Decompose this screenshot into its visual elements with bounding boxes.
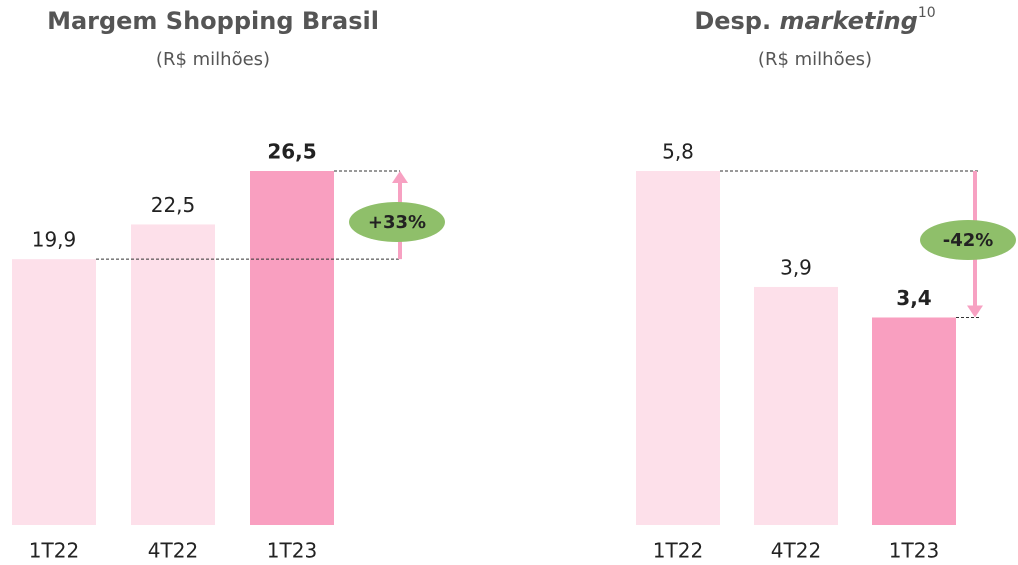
bar [636, 171, 720, 525]
annotation: -42% [943, 230, 994, 251]
value-label: 26,5 [267, 140, 316, 164]
x-tick-label: 1T23 [267, 539, 317, 563]
bar [872, 317, 956, 525]
annotation-bubble [920, 220, 1016, 260]
bar [754, 286, 838, 525]
value-label: 5,8 [662, 140, 694, 164]
x-tick-label: 1T23 [889, 539, 939, 563]
title-text: Margem Shopping Brasil [47, 7, 379, 35]
value-label: 3,9 [780, 255, 812, 279]
arrow-head [967, 305, 983, 318]
chart-title: Margem Shopping Brasil [47, 7, 379, 35]
title-note: 10 [918, 5, 936, 21]
annotation-bubble [349, 202, 445, 242]
bar [131, 224, 215, 525]
chart-subtitle: (R$ milhões) [156, 49, 270, 70]
x-tick-label: 4T22 [771, 539, 821, 563]
value-label: 19,9 [32, 228, 77, 252]
value-label: 22,5 [151, 193, 196, 217]
chart-title: Desp. marketing10 [694, 5, 935, 35]
title-text: Desp. [694, 7, 771, 35]
annotation: +33% [368, 212, 426, 233]
bar [12, 259, 96, 525]
x-tick-label: 4T22 [148, 539, 198, 563]
title-emphasis: marketing [779, 7, 917, 35]
x-tick-label: 1T22 [29, 539, 79, 563]
bar [250, 171, 334, 525]
value-label: 3,4 [896, 286, 931, 310]
arrow-head [392, 171, 408, 183]
x-tick-label: 1T22 [653, 539, 703, 563]
chart-subtitle: (R$ milhões) [758, 49, 872, 70]
